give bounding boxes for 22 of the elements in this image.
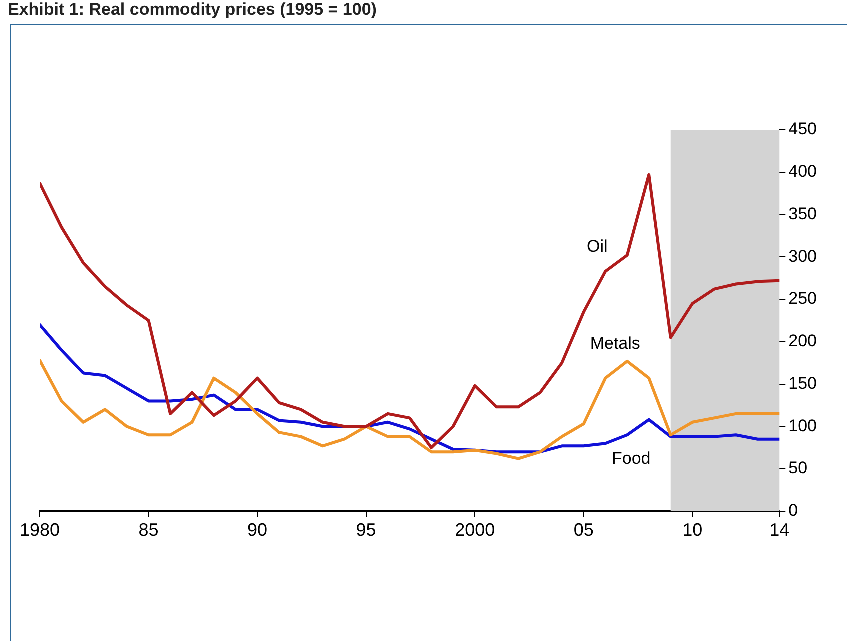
x-tick-label: 90 (248, 520, 268, 540)
x-tick-label: 10 (682, 520, 703, 540)
x-tick-label: 2000 (455, 520, 496, 540)
y-tick-label: 100 (788, 416, 818, 436)
chart-title: Exhibit 1: Real commodity prices (1995 = 100) (8, 0, 377, 20)
y-tick-label: 300 (788, 246, 818, 266)
series-label: Food (612, 448, 651, 468)
y-tick-label: 50 (788, 458, 808, 478)
x-tick-label: 1980 (20, 520, 60, 540)
y-tick-label: 250 (788, 289, 818, 308)
x-tick-label: 14 (770, 520, 790, 540)
x-tick-label: 95 (356, 520, 376, 540)
y-tick-label: 350 (788, 204, 818, 224)
y-tick-label: 200 (788, 332, 818, 351)
x-tick-label: 05 (574, 520, 594, 540)
y-tick-label: 150 (788, 374, 818, 393)
series-label: Oil (586, 237, 608, 256)
x-tick-label: 85 (138, 520, 159, 540)
y-tick-label: 450 (788, 120, 818, 139)
series-label: Metals (590, 334, 640, 354)
y-tick-label: 0 (788, 501, 798, 520)
y-tick-label: 400 (788, 162, 818, 182)
